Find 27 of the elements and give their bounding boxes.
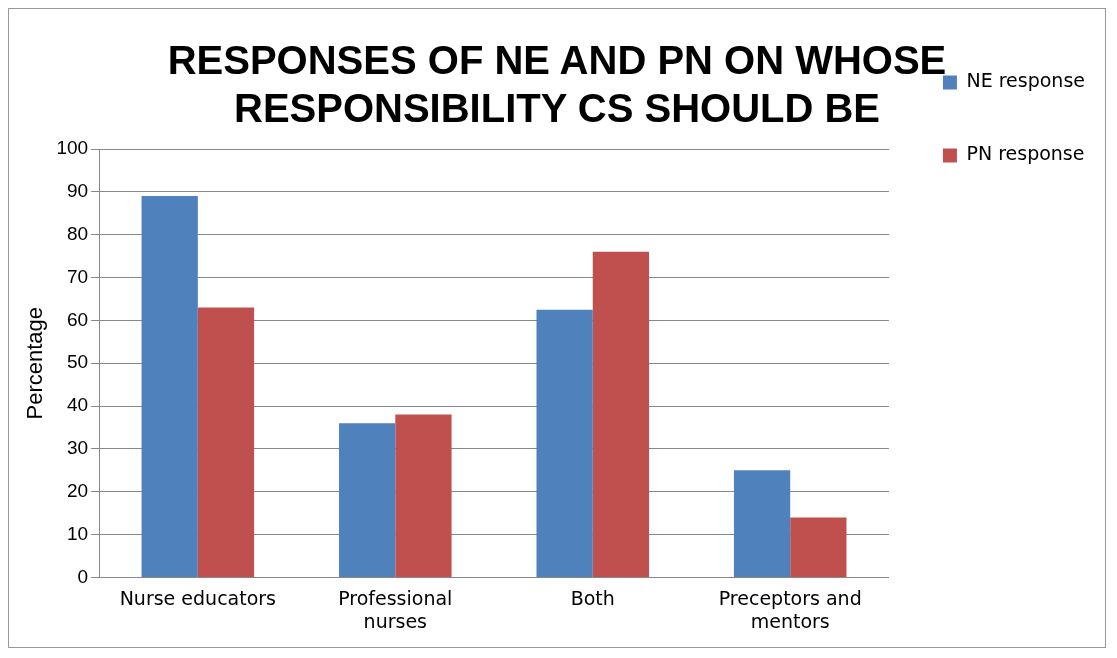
- bar: [339, 423, 396, 577]
- x-tick-label: Both: [570, 586, 615, 609]
- chart-title: RESPONSES OF NE AND PN ON WHOSE RESPONSIBILITY CS SHOULD BE: [167, 38, 947, 131]
- x-tick-label: Preceptors and mentors: [718, 586, 862, 632]
- bar: [141, 196, 198, 577]
- legend-label: PN response: [966, 142, 1085, 165]
- bar: [790, 517, 847, 577]
- y-axis-title: Percentage: [22, 306, 48, 420]
- bar: [197, 307, 255, 577]
- y-tick-label: 80: [66, 222, 89, 244]
- y-tick-label: 70: [66, 265, 89, 287]
- y-tick-label: 10: [66, 522, 89, 544]
- y-tick-label: 20: [66, 479, 89, 501]
- bar: [395, 414, 452, 577]
- legend-label: NE response: [966, 69, 1086, 92]
- y-tick-label: 50: [66, 351, 89, 373]
- y-tick-label: 60: [66, 308, 89, 330]
- y-tick-label: 30: [66, 437, 89, 459]
- x-tick-label: Nurse educators: [119, 586, 277, 609]
- y-tick-label: 100: [56, 137, 89, 159]
- y-tick-label: 40: [66, 394, 89, 416]
- y-tick-label: 0: [77, 565, 89, 587]
- bar: [536, 309, 593, 577]
- y-tick-label: 90: [66, 180, 89, 202]
- x-tick-label: Professional nurses: [338, 586, 453, 632]
- bar: [592, 251, 650, 577]
- bar: [733, 470, 791, 577]
